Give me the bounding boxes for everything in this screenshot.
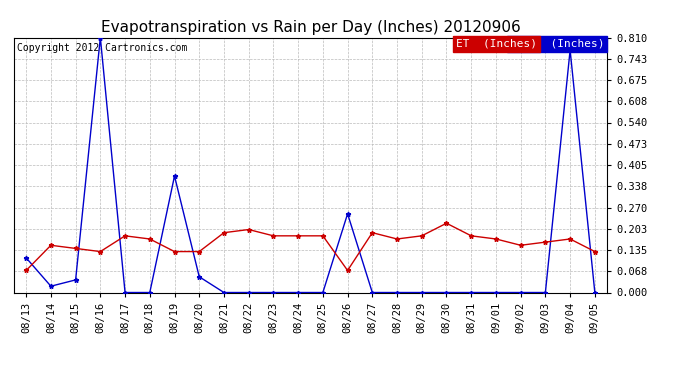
Text: Rain  (Inches): Rain (Inches) — [510, 39, 604, 49]
Title: Evapotranspiration vs Rain per Day (Inches) 20120906: Evapotranspiration vs Rain per Day (Inch… — [101, 20, 520, 35]
Text: Copyright 2012 Cartronics.com: Copyright 2012 Cartronics.com — [17, 43, 187, 52]
Text: ET  (Inches): ET (Inches) — [456, 39, 537, 49]
